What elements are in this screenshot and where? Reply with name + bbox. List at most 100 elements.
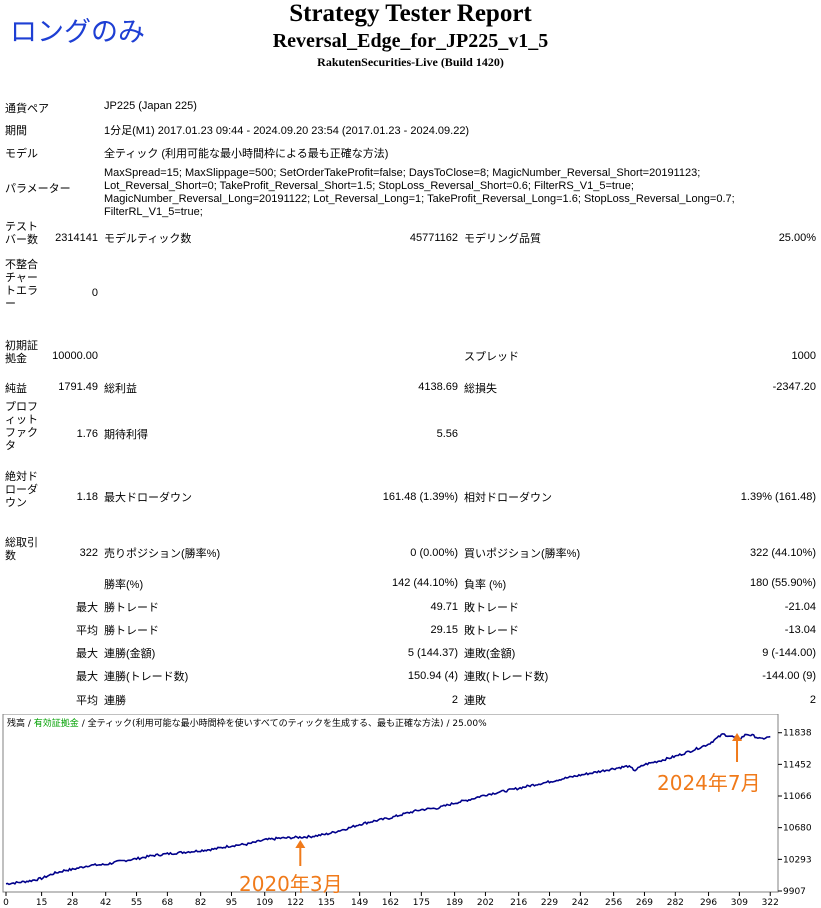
expected-value: 5.56 bbox=[436, 428, 458, 440]
expected-label: 期待利得 bbox=[104, 429, 148, 441]
x-tick-label: 109 bbox=[256, 898, 273, 908]
x-tick-label: 149 bbox=[351, 898, 368, 908]
x-tick-label: 322 bbox=[762, 898, 779, 908]
largest-win-label: 勝トレード bbox=[104, 602, 159, 614]
bars-value: 2314141 bbox=[55, 232, 98, 244]
max-consec-loss2-value: -144.00 (9) bbox=[762, 670, 816, 682]
x-tick-label: 296 bbox=[700, 898, 717, 908]
largest-win-value: 49.71 bbox=[430, 601, 458, 613]
winrate-label: 勝率(%) bbox=[104, 579, 144, 591]
arrow-2020-head bbox=[295, 840, 306, 848]
spread-value: 1000 bbox=[791, 350, 816, 362]
abs-dd-label: 絶対ドローダウン bbox=[5, 471, 38, 509]
largest-loss-label: 敗トレード bbox=[464, 602, 519, 614]
x-tick-label: 42 bbox=[100, 898, 111, 908]
y-tick-label: 10293 bbox=[783, 855, 812, 865]
period-value: 1分足(M1) 2017.01.23 09:44 - 2024.09.20 23… bbox=[104, 125, 470, 137]
mismatch-label: 不整合チャートエラー bbox=[5, 259, 38, 310]
gross-loss-value: -2347.20 bbox=[772, 381, 816, 393]
x-tick-label: 229 bbox=[541, 898, 558, 908]
max-consec-profit-label: 連勝(トレード数) bbox=[104, 671, 189, 683]
model-label: モデル bbox=[5, 148, 38, 160]
avg-loss-label: 敗トレード bbox=[464, 625, 519, 637]
legend-equity: 有効証拠金 bbox=[33, 719, 79, 729]
x-tick-label: 15 bbox=[36, 898, 47, 908]
x-tick-label: 216 bbox=[510, 898, 527, 908]
max-consec-loss-label: 連敗(金額) bbox=[464, 648, 516, 660]
y-tick-label: 9907 bbox=[783, 887, 806, 897]
max-dd-label: 最大ドローダウン bbox=[104, 492, 192, 504]
deposit-label: 初期証拠金 bbox=[5, 340, 38, 365]
x-axis-ticks: 0 15 28 42 55 68 82 95 109 122 135 149 162 175 189 202 2… bbox=[3, 892, 779, 908]
x-tick-label: 256 bbox=[605, 898, 622, 908]
y-tick-label: 10680 bbox=[783, 824, 812, 834]
x-tick-label: 162 bbox=[382, 898, 399, 908]
quality-label: モデリング品質 bbox=[464, 233, 541, 245]
ticks-value: 45771162 bbox=[409, 232, 458, 244]
arrow-2024-head bbox=[732, 733, 743, 741]
max-label-3: 最大 bbox=[76, 671, 98, 683]
avg-label-2: 平均 bbox=[76, 695, 98, 707]
ea-name: Reversal_Edge_for_JP225_v1_5 bbox=[272, 30, 549, 52]
symbol-value: JP225 (Japan 225) bbox=[104, 100, 197, 112]
trades-label: 総取引数 bbox=[5, 537, 38, 562]
period-label: 期間 bbox=[5, 125, 27, 137]
rel-dd-label: 相対ドローダウン bbox=[464, 492, 552, 504]
x-tick-label: 242 bbox=[572, 898, 589, 908]
params-label: パラメーター bbox=[5, 183, 71, 195]
x-tick-label: 282 bbox=[667, 898, 684, 908]
x-tick-label: 0 bbox=[3, 898, 9, 908]
max-consec-loss-value: 9 (-144.00) bbox=[762, 647, 816, 659]
x-tick-label: 95 bbox=[226, 898, 237, 908]
short-label: 売りポジション(勝率%) bbox=[104, 548, 221, 560]
legend-quality: 25.00% bbox=[452, 719, 487, 729]
max-consec-win-label: 連勝(金額) bbox=[104, 648, 156, 660]
rel-dd-value: 1.39% (161.48) bbox=[740, 491, 816, 503]
legend-model: 全ティック(利用可能な最小時間枠を使いすべてのティックを生成する、最も正確な方法… bbox=[87, 719, 444, 729]
net-value: 1791.49 bbox=[58, 381, 98, 393]
ticks-label: モデルティック数 bbox=[104, 233, 192, 245]
legend-sep-1: / bbox=[27, 719, 34, 729]
x-tick-label: 82 bbox=[195, 898, 206, 908]
x-tick-label: 309 bbox=[731, 898, 748, 908]
long-label: 買いポジション(勝率%) bbox=[464, 548, 581, 560]
chart-legend: 残高 / 有効証拠金 / 全ティック(利用可能な最小時間枠を使いすべてのティック… bbox=[7, 716, 487, 729]
lossrate-value: 180 (55.90%) bbox=[749, 577, 816, 589]
balance-line bbox=[5, 732, 771, 886]
lossrate-label: 負率 (%) bbox=[464, 579, 507, 591]
x-tick-label: 68 bbox=[162, 898, 174, 908]
x-tick-label: 269 bbox=[636, 898, 653, 908]
params-value: MaxSpread=15; MaxSlippage=500; SetOrderT… bbox=[104, 167, 735, 218]
winrate-value: 142 (44.10%) bbox=[391, 577, 458, 589]
legend-sep-3: / bbox=[446, 719, 453, 729]
chart-frame bbox=[2, 714, 779, 893]
max-consec-loss2-label: 連敗(トレード数) bbox=[464, 671, 549, 683]
annotation-long-only: ロングのみ bbox=[10, 17, 145, 48]
model-value: 全ティック (利用可能な最小時間枠による最も正確な方法) bbox=[104, 148, 389, 160]
max-label-2: 最大 bbox=[76, 648, 98, 660]
avg-win-label: 勝トレード bbox=[104, 625, 159, 637]
avg-label-1: 平均 bbox=[76, 625, 98, 637]
trades-value: 322 bbox=[79, 547, 98, 559]
x-tick-label: 135 bbox=[318, 898, 335, 908]
gross-profit-value: 4138.69 bbox=[418, 381, 458, 393]
balance-chart: 0 15 28 42 55 68 82 95 109 122 135 149 162 175 189 202 2… bbox=[2, 714, 812, 908]
pf-value: 1.76 bbox=[76, 428, 98, 440]
legend-sep-2: / bbox=[81, 719, 88, 729]
max-dd-value: 161.48 (1.39%) bbox=[382, 491, 458, 503]
x-tick-label: 202 bbox=[477, 898, 494, 908]
y-tick-label: 11452 bbox=[783, 760, 812, 770]
largest-loss-value: -21.04 bbox=[784, 601, 816, 613]
x-tick-label: 189 bbox=[446, 898, 463, 908]
annotation-2020-march: 2020年3月 bbox=[239, 872, 343, 896]
report-title: Strategy Tester Report bbox=[289, 0, 532, 27]
max-consec-profit-value: 150.94 (4) bbox=[407, 670, 458, 682]
legend-balance: 残高 bbox=[7, 719, 26, 729]
x-tick-label: 122 bbox=[287, 898, 304, 908]
net-label: 純益 bbox=[5, 383, 27, 395]
mismatch-value: 0 bbox=[91, 287, 98, 299]
max-label-1: 最大 bbox=[76, 602, 98, 614]
pf-label: プロフィットファクタ bbox=[5, 401, 38, 452]
avg-consec-win-value: 2 bbox=[451, 694, 458, 706]
deposit-value: 10000.00 bbox=[52, 350, 98, 362]
